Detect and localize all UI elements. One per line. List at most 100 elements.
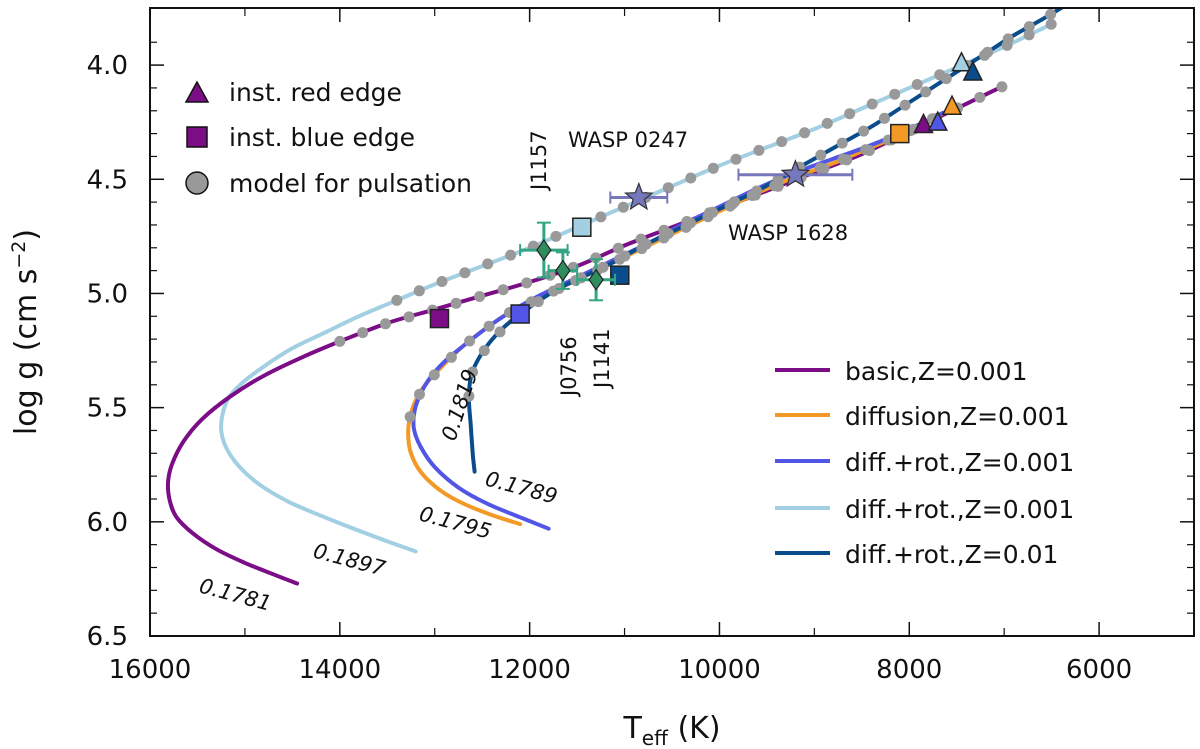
model-dot <box>464 335 476 347</box>
model-dot <box>497 284 509 296</box>
y-tick-label: 5.5 <box>87 394 128 424</box>
model-dot <box>837 153 849 165</box>
model-dot <box>1045 8 1057 20</box>
model-dot <box>450 297 462 309</box>
model-dot <box>463 390 475 402</box>
model-dot <box>612 242 624 254</box>
model-dot <box>474 291 486 302</box>
y-tick-label: 6.0 <box>87 508 128 538</box>
model-dot <box>799 127 811 139</box>
x-tick-label: 6000 <box>1066 655 1132 685</box>
instability-edges <box>429 51 984 329</box>
blue-edge-square <box>610 265 630 285</box>
model-dot <box>617 201 629 213</box>
model-dot <box>815 149 827 161</box>
model-dot <box>521 277 533 289</box>
red-edge-triangle <box>913 112 934 134</box>
model-dot <box>821 117 833 129</box>
y-tick-label: 4.5 <box>87 165 128 195</box>
model-dot <box>483 320 495 332</box>
blue-edge-square <box>572 217 592 237</box>
model-dot <box>940 73 952 85</box>
red-edge-triangle <box>951 51 972 72</box>
model-dot <box>380 318 391 330</box>
label-wasp-1628: WASP 1628 <box>728 221 848 245</box>
legend-line-diffrot-dark-label: diff.+rot.,Z=0.01 <box>845 540 1058 569</box>
legend-triangle-icon <box>184 80 210 103</box>
mass-label-basic: 0.1781 <box>197 574 274 616</box>
model-dot <box>640 238 652 250</box>
y-axis-label: log g (cm s−2) <box>8 229 44 435</box>
x-tick-label: 12000 <box>488 655 571 685</box>
model-dot <box>776 136 788 148</box>
red-edge-triangle <box>962 60 984 81</box>
plot-frame <box>149 7 1195 637</box>
observed-diamond-marker <box>536 239 552 262</box>
legend-line-diffusion-label: diffusion,Z=0.001 <box>845 402 1070 431</box>
model-dot <box>751 185 763 197</box>
legend-square-icon <box>186 126 208 148</box>
model-dot <box>619 250 631 262</box>
model-dot <box>920 86 932 98</box>
red-edge-triangle <box>927 110 948 131</box>
x-tick-label: 16000 <box>109 655 192 685</box>
model-dot <box>836 137 848 149</box>
observed-diamond-marker <box>555 259 571 282</box>
model-dot <box>974 91 986 103</box>
model-dot <box>428 369 440 381</box>
model-dot <box>772 173 784 185</box>
legend-line-diffrot-light-label: diff.+rot.,Z=0.001 <box>845 495 1074 524</box>
model-dot <box>494 326 506 338</box>
blue-edge-square <box>429 308 450 329</box>
mass-label-light: 0.1897 <box>311 539 389 581</box>
model-dot <box>814 162 826 174</box>
model-dot <box>844 108 856 120</box>
model-dot <box>505 249 517 261</box>
label-j1157: J1157 <box>527 130 551 192</box>
model-dot <box>459 267 471 279</box>
y-tick-label: 4.0 <box>87 51 128 81</box>
model-dot <box>391 294 403 306</box>
marker-legend: inst. red edge inst. blue edge model for… <box>184 78 472 198</box>
axis-ticks: 16000 14000 12000 10000 8000 6000 4.0 4.5 5.0 5.5… <box>87 8 1194 685</box>
model-dot <box>467 366 479 378</box>
model-dot <box>707 162 719 174</box>
mass-label-dark: 0.1819 <box>437 366 483 443</box>
model-dot <box>414 388 425 400</box>
model-dot <box>866 98 878 110</box>
model-dot <box>1002 33 1014 45</box>
model-dot <box>357 327 369 339</box>
model-dot <box>550 230 562 242</box>
model-dot <box>436 276 448 287</box>
model-dot <box>1023 21 1035 33</box>
y-tick-label: 6.5 <box>87 622 128 652</box>
label-j1141: J1141 <box>590 328 614 390</box>
x-tick-label: 8000 <box>876 655 942 685</box>
model-dot <box>662 228 674 239</box>
model-dot <box>595 211 607 223</box>
label-wasp-0247: WASP 0247 <box>568 128 688 152</box>
legend-red-edge-label: inst. red edge <box>229 78 402 107</box>
model-dot <box>482 258 494 270</box>
line-legend: basic,Z=0.001 diffusion,Z=0.001 diff.+ro… <box>775 357 1074 569</box>
model-dot <box>445 351 457 363</box>
blue-edge-square <box>510 304 530 324</box>
observed-stars <box>519 159 854 302</box>
model-dot <box>413 285 425 297</box>
model-dot <box>662 182 674 194</box>
model-dot <box>858 125 870 137</box>
model-dot <box>334 335 346 347</box>
legend-blue-edge-label: inst. blue edge <box>229 123 415 152</box>
mass-label-diffrot: 0.1789 <box>483 467 560 509</box>
legend-line-diffrot-blue-label: diff.+rot.,Z=0.001 <box>845 448 1074 477</box>
label-j0756: J0756 <box>557 336 581 398</box>
observed-diamond-marker <box>588 268 604 291</box>
x-tick-label: 14000 <box>298 655 381 685</box>
model-dot <box>1045 18 1057 30</box>
model-dot <box>597 261 609 273</box>
model-dot <box>879 112 890 124</box>
model-dot <box>1023 29 1035 41</box>
model-dot <box>403 311 415 323</box>
model-dot <box>996 81 1008 93</box>
legend-line-basic-label: basic,Z=0.001 <box>845 357 1028 386</box>
